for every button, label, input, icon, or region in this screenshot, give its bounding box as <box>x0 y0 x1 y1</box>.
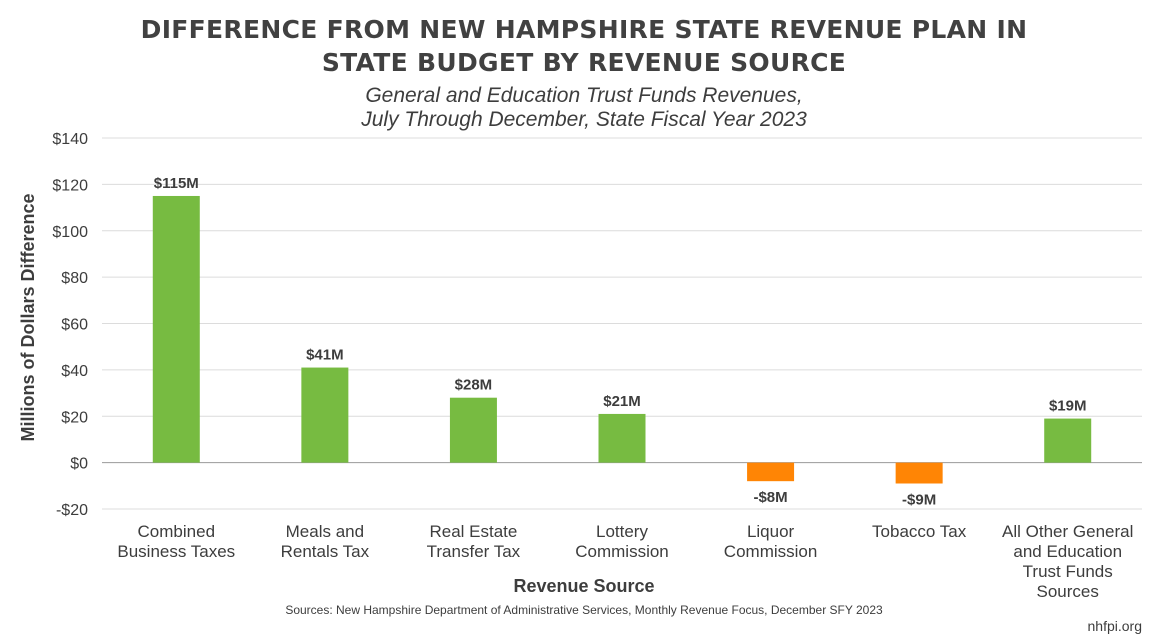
data-label: $21M <box>603 393 641 410</box>
chart-title-line-2: STATE BUDGET BY REVENUE SOURCE <box>321 48 847 77</box>
category-label: and Education <box>1013 542 1122 561</box>
category-label: Sources <box>1037 582 1099 601</box>
chart-subtitle-line-2: July Through December, State Fiscal Year… <box>361 108 807 131</box>
bar <box>152 195 200 463</box>
category-label: Combined <box>138 522 216 541</box>
chart-subtitle-line-1: General and Education Trust Funds Revenu… <box>365 84 803 107</box>
y-tick-label: $0 <box>70 456 88 473</box>
bar <box>895 462 943 484</box>
category-label: Tobacco Tax <box>872 522 967 541</box>
category-label: Business Taxes <box>117 542 235 561</box>
y-tick-label: $140 <box>52 131 88 148</box>
bar <box>1044 418 1092 463</box>
chart-title-line-1: DIFFERENCE FROM NEW HAMPSHIRE STATE REVE… <box>140 15 1028 44</box>
category-label: Commission <box>724 542 818 561</box>
category-label: All Other General <box>1002 522 1133 541</box>
bar <box>449 397 497 463</box>
y-tick-label: $20 <box>61 409 88 426</box>
category-label: Real Estate <box>429 522 517 541</box>
data-label: $28M <box>455 377 493 394</box>
y-tick-label: -$20 <box>56 502 88 519</box>
y-tick-label: $80 <box>61 270 88 287</box>
bar <box>747 462 795 482</box>
source-note: Sources: New Hampshire Department of Adm… <box>285 603 883 617</box>
y-axis-label: Millions of Dollars Difference <box>18 193 38 441</box>
x-axis-label: Revenue Source <box>513 576 655 596</box>
data-label: $41M <box>306 347 344 364</box>
bar <box>301 367 349 463</box>
category-label: Liquor <box>747 522 795 541</box>
y-tick-label: $100 <box>52 224 88 241</box>
category-label: Lottery <box>596 522 648 541</box>
data-label: $19M <box>1049 398 1087 415</box>
category-label: Trust Funds <box>1023 562 1113 581</box>
y-tick-label: $40 <box>61 363 88 380</box>
data-label: -$9M <box>902 491 936 508</box>
category-label: Commission <box>575 542 669 561</box>
category-label: Transfer Tax <box>427 542 521 561</box>
y-tick-label: $60 <box>61 317 88 334</box>
y-tick-label: $120 <box>52 177 88 194</box>
data-label: $115M <box>154 175 199 192</box>
category-label: Rentals Tax <box>281 542 370 561</box>
category-label: Meals and <box>286 522 364 541</box>
bar <box>598 413 646 463</box>
site-credit: nhfpi.org <box>1087 618 1142 634</box>
data-label: -$8M <box>753 489 787 506</box>
